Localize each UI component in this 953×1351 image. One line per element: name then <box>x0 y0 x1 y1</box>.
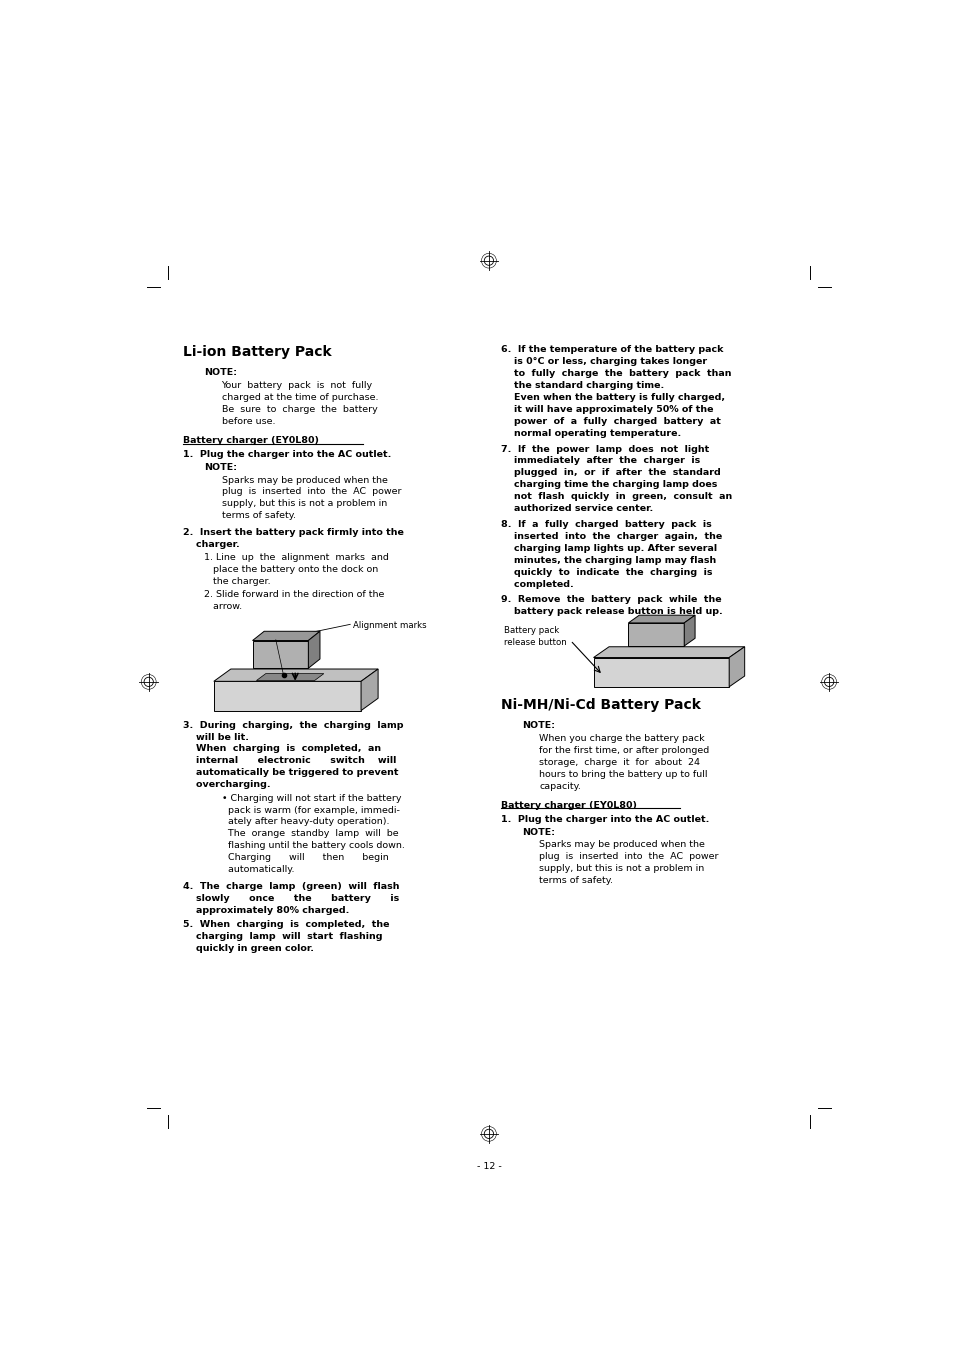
Text: immediately  after  the  charger  is: immediately after the charger is <box>500 457 700 466</box>
Text: Sparks may be produced when the: Sparks may be produced when the <box>221 476 387 485</box>
Text: power  of  a  fully  charged  battery  at: power of a fully charged battery at <box>500 417 720 426</box>
Polygon shape <box>593 647 744 658</box>
Text: - 12 -: - 12 - <box>476 1162 500 1171</box>
Polygon shape <box>593 658 728 686</box>
Text: 1.  Plug the charger into the AC outlet.: 1. Plug the charger into the AC outlet. <box>183 450 391 459</box>
Text: Even when the battery is fully charged,: Even when the battery is fully charged, <box>500 393 724 403</box>
Text: Battery pack: Battery pack <box>504 626 559 635</box>
Text: minutes, the charging lamp may flash: minutes, the charging lamp may flash <box>500 555 715 565</box>
Text: normal operating temperature.: normal operating temperature. <box>500 428 680 438</box>
Polygon shape <box>213 681 360 711</box>
Text: Sparks may be produced when the: Sparks may be produced when the <box>538 840 704 850</box>
Text: Battery charger (EY0L80): Battery charger (EY0L80) <box>500 801 636 809</box>
Polygon shape <box>253 631 319 640</box>
Text: supply, but this is not a problem in: supply, but this is not a problem in <box>221 500 386 508</box>
Text: quickly in green color.: quickly in green color. <box>183 944 314 952</box>
Text: internal      electronic      switch    will: internal electronic switch will <box>183 757 395 766</box>
Text: NOTE:: NOTE: <box>521 828 555 836</box>
Text: it will have approximately 50% of the: it will have approximately 50% of the <box>500 405 712 413</box>
Text: authorized service center.: authorized service center. <box>500 504 652 513</box>
Text: plug  is  inserted  into  the  AC  power: plug is inserted into the AC power <box>538 852 718 862</box>
Text: NOTE:: NOTE: <box>521 721 555 731</box>
Text: 5.  When  charging  is  completed,  the: 5. When charging is completed, the <box>183 920 389 929</box>
Text: The  orange  standby  lamp  will  be: The orange standby lamp will be <box>221 830 397 839</box>
Polygon shape <box>256 674 323 681</box>
Text: capacity.: capacity. <box>538 782 580 790</box>
Text: hours to bring the battery up to full: hours to bring the battery up to full <box>538 770 707 780</box>
Text: charged at the time of purchase.: charged at the time of purchase. <box>221 393 377 403</box>
Text: overcharging.: overcharging. <box>183 781 270 789</box>
Text: ately after heavy-duty operation).: ately after heavy-duty operation). <box>221 817 389 827</box>
Polygon shape <box>628 615 695 623</box>
Text: 2. Slide forward in the direction of the: 2. Slide forward in the direction of the <box>204 590 384 600</box>
Text: 3.  During  charging,  the  charging  lamp: 3. During charging, the charging lamp <box>183 720 403 730</box>
Text: charging  lamp  will  start  flashing: charging lamp will start flashing <box>183 932 382 940</box>
Text: NOTE:: NOTE: <box>204 463 237 471</box>
Text: 1. Line  up  the  alignment  marks  and: 1. Line up the alignment marks and <box>204 554 389 562</box>
Text: charger.: charger. <box>183 540 239 549</box>
Text: Battery charger (EY0L80): Battery charger (EY0L80) <box>183 436 318 444</box>
Text: release button: release button <box>504 638 567 647</box>
Text: flashing until the battery cools down.: flashing until the battery cools down. <box>221 842 404 850</box>
Text: inserted  into  the  charger  again,  the: inserted into the charger again, the <box>500 532 721 540</box>
Text: arrow.: arrow. <box>204 603 242 612</box>
Text: 1.  Plug the charger into the AC outlet.: 1. Plug the charger into the AC outlet. <box>500 815 708 824</box>
Text: storage,  charge  it  for  about  24: storage, charge it for about 24 <box>538 758 700 767</box>
Text: slowly      once      the      battery      is: slowly once the battery is <box>183 894 398 902</box>
Text: Alignment marks: Alignment marks <box>353 620 427 630</box>
Text: Li-ion Battery Pack: Li-ion Battery Pack <box>183 346 331 359</box>
Text: not  flash  quickly  in  green,  consult  an: not flash quickly in green, consult an <box>500 492 731 501</box>
Text: 8.  If  a  fully  charged  battery  pack  is: 8. If a fully charged battery pack is <box>500 520 711 528</box>
Text: 2.  Insert the battery pack firmly into the: 2. Insert the battery pack firmly into t… <box>183 528 403 536</box>
Text: Your  battery  pack  is  not  fully: Your battery pack is not fully <box>221 381 373 390</box>
Text: charging lamp lights up. After several: charging lamp lights up. After several <box>500 543 716 553</box>
Text: terms of safety.: terms of safety. <box>538 877 613 885</box>
Text: Ni-MH/Ni-Cd Battery Pack: Ni-MH/Ni-Cd Battery Pack <box>500 698 700 712</box>
Text: 9.  Remove  the  battery  pack  while  the: 9. Remove the battery pack while the <box>500 596 720 604</box>
Text: is 0°C or less, charging takes longer: is 0°C or less, charging takes longer <box>500 357 706 366</box>
Text: Be  sure  to  charge  the  battery: Be sure to charge the battery <box>221 405 376 413</box>
Text: NOTE:: NOTE: <box>204 369 237 377</box>
Polygon shape <box>360 669 377 711</box>
Polygon shape <box>308 631 319 669</box>
Text: automatically.: automatically. <box>221 865 294 874</box>
Text: automatically be triggered to prevent: automatically be triggered to prevent <box>183 769 398 777</box>
Polygon shape <box>683 615 695 646</box>
Text: Charging      will      then      begin: Charging will then begin <box>221 854 388 862</box>
Polygon shape <box>628 623 683 646</box>
Text: 6.  If the temperature of the battery pack: 6. If the temperature of the battery pac… <box>500 346 722 354</box>
Text: plug  is  inserted  into  the  AC  power: plug is inserted into the AC power <box>221 488 400 496</box>
Text: When  charging  is  completed,  an: When charging is completed, an <box>183 744 380 754</box>
Polygon shape <box>728 647 744 686</box>
Text: supply, but this is not a problem in: supply, but this is not a problem in <box>538 865 704 873</box>
Text: to  fully  charge  the  battery  pack  than: to fully charge the battery pack than <box>500 369 730 378</box>
Text: charging time the charging lamp does: charging time the charging lamp does <box>500 481 716 489</box>
Text: When you charge the battery pack: When you charge the battery pack <box>538 734 704 743</box>
Text: battery pack release button is held up.: battery pack release button is held up. <box>500 607 721 616</box>
Text: approximately 80% charged.: approximately 80% charged. <box>183 905 349 915</box>
Text: the standard charging time.: the standard charging time. <box>500 381 663 390</box>
Polygon shape <box>213 669 377 681</box>
Text: the charger.: the charger. <box>204 577 271 586</box>
Text: plugged  in,  or  if  after  the  standard: plugged in, or if after the standard <box>500 469 720 477</box>
Text: pack is warm (for example, immedi-: pack is warm (for example, immedi- <box>221 805 399 815</box>
Text: will be lit.: will be lit. <box>183 732 249 742</box>
Polygon shape <box>253 640 308 669</box>
Text: before use.: before use. <box>221 417 274 426</box>
Text: completed.: completed. <box>500 580 573 589</box>
Text: • Charging will not start if the battery: • Charging will not start if the battery <box>221 793 400 802</box>
Text: place the battery onto the dock on: place the battery onto the dock on <box>204 565 378 574</box>
Text: quickly  to  indicate  the  charging  is: quickly to indicate the charging is <box>500 567 711 577</box>
Text: 4.  The  charge  lamp  (green)  will  flash: 4. The charge lamp (green) will flash <box>183 882 399 890</box>
Text: terms of safety.: terms of safety. <box>221 511 295 520</box>
Text: for the first time, or after prolonged: for the first time, or after prolonged <box>538 746 709 755</box>
Text: 7.  If  the  power  lamp  does  not  light: 7. If the power lamp does not light <box>500 444 708 454</box>
